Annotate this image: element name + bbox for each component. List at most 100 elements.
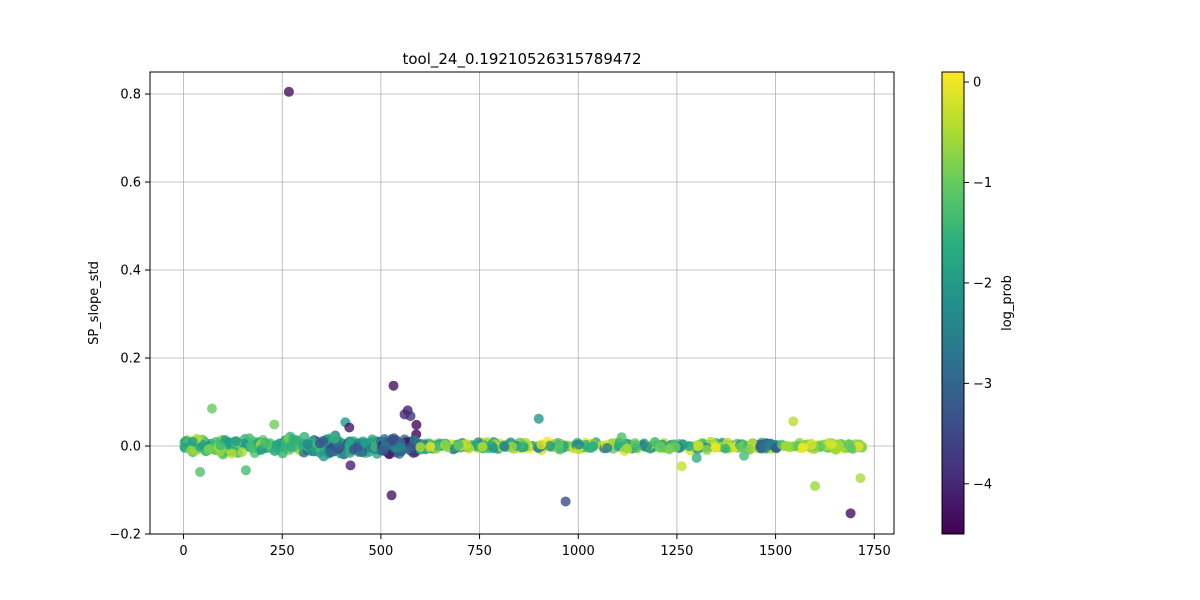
- colorbar-tick-label: 0: [973, 76, 981, 91]
- data-point: [439, 439, 450, 450]
- data-point: [516, 441, 527, 452]
- data-point: [318, 435, 329, 446]
- data-point: [425, 441, 436, 452]
- data-point: [655, 441, 666, 452]
- data-point: [405, 441, 416, 452]
- data-point: [574, 439, 585, 450]
- data-point: [240, 465, 251, 476]
- data-point: [815, 441, 826, 452]
- data-point: [642, 441, 653, 452]
- data-point: [215, 440, 226, 451]
- data-point: [415, 442, 426, 453]
- plot-frame: [149, 71, 895, 535]
- data-point: [560, 496, 571, 507]
- data-point: [855, 473, 866, 484]
- data-point: [554, 443, 565, 454]
- grid: [150, 72, 894, 535]
- x-tick-label: 1750: [858, 544, 891, 559]
- data-point: [616, 432, 627, 443]
- x-tick-label: 1500: [759, 544, 792, 559]
- x-tick-label: 1250: [660, 544, 693, 559]
- data-point: [453, 440, 464, 451]
- data-point: [499, 441, 510, 452]
- x-tick-label: 1000: [562, 544, 595, 559]
- data-point: [269, 446, 280, 457]
- data-point: [701, 444, 712, 455]
- data-point: [797, 442, 808, 453]
- x-tick-label: 0: [179, 544, 187, 559]
- chart-title: tool_24_0.19210526315789472: [402, 50, 641, 69]
- data-point: [676, 461, 687, 472]
- data-point: [387, 435, 398, 446]
- y-axis-label: SP_slope_std: [87, 261, 102, 345]
- data-point: [826, 438, 837, 449]
- data-point: [260, 438, 271, 449]
- y-tick-label: 0.6: [120, 176, 141, 191]
- data-point: [378, 445, 389, 456]
- data-point: [329, 433, 340, 444]
- data-point: [693, 441, 704, 452]
- data-point: [206, 403, 217, 414]
- data-point: [185, 445, 196, 456]
- data-point: [783, 441, 794, 452]
- data-point: [226, 448, 237, 459]
- data-point: [231, 436, 242, 447]
- data-point: [283, 86, 294, 97]
- data-point: [544, 440, 555, 451]
- data-point: [720, 443, 731, 454]
- data-point: [302, 439, 313, 450]
- colorbar-tick-label: −1: [973, 176, 992, 191]
- y-tick-label: −0.2: [109, 528, 141, 543]
- data-point: [602, 443, 613, 454]
- data-point: [739, 450, 750, 461]
- data-point: [533, 413, 544, 424]
- data-point: [395, 442, 406, 453]
- data-point: [630, 442, 641, 453]
- colorbar-tick-label: −4: [973, 477, 992, 492]
- data-point: [187, 436, 198, 447]
- data-point: [352, 442, 363, 453]
- data-point: [325, 447, 336, 458]
- x-tick-label: 500: [368, 544, 393, 559]
- data-point: [237, 447, 248, 458]
- data-point: [788, 416, 799, 427]
- data-point: [806, 440, 817, 451]
- data-point: [622, 443, 633, 454]
- data-point: [507, 441, 518, 452]
- data-point: [670, 442, 681, 453]
- y-axis: −0.2 0.0 0.2 0.4 0.6 0.8: [109, 88, 150, 543]
- data-point: [477, 441, 488, 452]
- data-point: [195, 466, 206, 477]
- colorbar-ticks: 0 −1 −2 −3 −4: [964, 76, 992, 492]
- data-point: [359, 437, 370, 448]
- y-tick-label: 0.0: [120, 440, 141, 455]
- x-axis: 0 250 500 750 1000 1250 1500 1750: [179, 534, 891, 559]
- y-tick-label: 0.4: [120, 264, 141, 279]
- data-point: [288, 434, 299, 445]
- x-tick-label: 750: [467, 544, 492, 559]
- y-tick-label: 0.2: [120, 352, 141, 367]
- colorbar-tick-label: −3: [973, 377, 992, 392]
- colorbar: [941, 71, 965, 535]
- data-point: [845, 508, 856, 519]
- data-point: [810, 481, 821, 492]
- colorbar-tick-label: −2: [973, 276, 992, 291]
- data-point: [345, 460, 356, 471]
- data-point: [388, 380, 399, 391]
- data-point: [846, 443, 857, 454]
- data-point: [488, 443, 499, 454]
- data-point: [247, 443, 258, 454]
- data-point: [691, 452, 702, 463]
- data-point: [411, 419, 422, 430]
- data-point: [386, 490, 397, 501]
- data-point: [710, 442, 721, 453]
- data-point: [536, 439, 547, 450]
- data-point: [203, 444, 214, 455]
- data-point: [344, 422, 355, 433]
- colorbar-label: log_prob: [1000, 275, 1015, 331]
- x-tick-label: 250: [270, 544, 295, 559]
- data-points: [179, 86, 868, 519]
- data-point: [461, 439, 472, 450]
- y-tick-label: 0.8: [120, 88, 141, 103]
